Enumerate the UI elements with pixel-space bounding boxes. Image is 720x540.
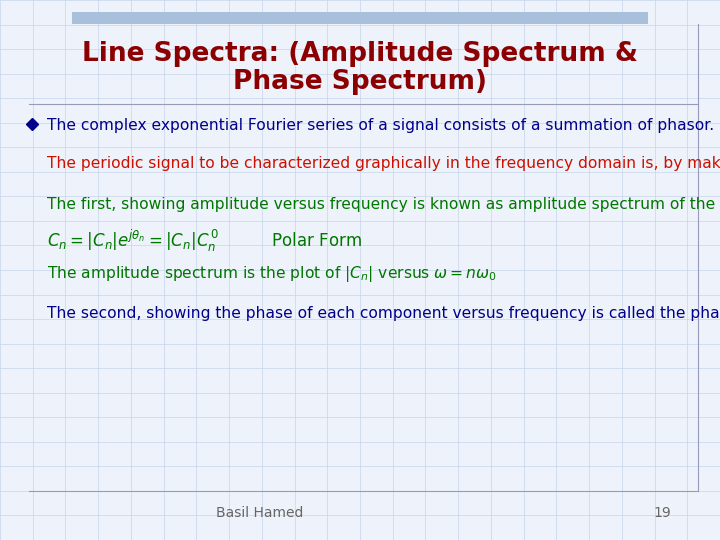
Text: The first, showing amplitude versus frequency is known as amplitude spectrum of : The first, showing amplitude versus freq…: [47, 197, 720, 212]
Text: 19: 19: [654, 506, 671, 520]
Text: The second, showing the phase of each component versus frequency is called the p: The second, showing the phase of each co…: [47, 306, 720, 321]
Text: Basil Hamed: Basil Hamed: [215, 506, 303, 520]
Text: The amplitude spectrum is the plot of $|C_n|$ versus $\omega = n\omega_0$: The amplitude spectrum is the plot of $|…: [47, 264, 497, 285]
Text: Phase Spectrum): Phase Spectrum): [233, 69, 487, 95]
Text: Line Spectra: (Amplitude Spectrum &: Line Spectra: (Amplitude Spectrum &: [82, 41, 638, 67]
Text: $C_n = |C_n|e^{j\theta_n} = |C_n|C_n^{\,0}$          Polar Form: $C_n = |C_n|e^{j\theta_n} = |C_n|C_n^{\,…: [47, 228, 362, 254]
Text: The complex exponential Fourier series of a signal consists of a summation of ph: The complex exponential Fourier series o…: [47, 118, 714, 133]
Text: The periodic signal to be characterized graphically in the frequency domain is, : The periodic signal to be characterized …: [47, 156, 720, 171]
Bar: [72, 12, 648, 24]
